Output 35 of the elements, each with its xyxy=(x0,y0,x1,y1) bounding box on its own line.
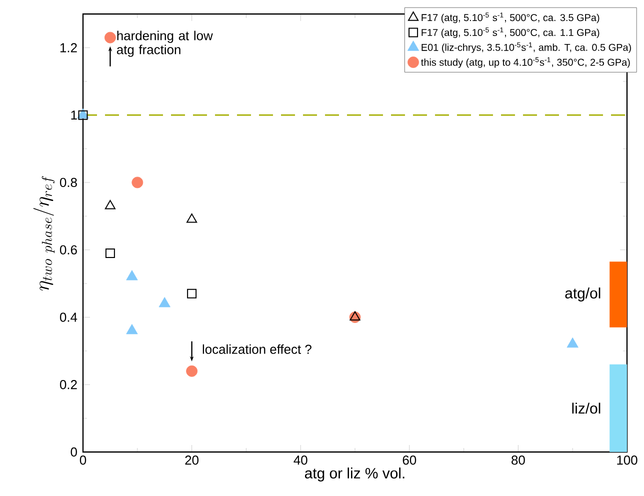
x-tick-label: 20 xyxy=(185,456,198,465)
x-axis-title: atg or liz % vol. xyxy=(304,468,404,482)
x-tick-label: 40 xyxy=(294,456,308,465)
legend-label: this study (atg, up to 4.10$^{-5}$s$^{-1}$, 350°C, 2-5 GPa) xyxy=(421,57,630,68)
y-axis-title: $\eta_{two\ phase}/\eta_{ref}$ xyxy=(33,176,55,290)
x-tick-label: 100 xyxy=(617,456,638,465)
point xyxy=(105,248,115,258)
legend-label: E01 (liz-chrys, 3.5.10$^{-5}$s$^{-1}$, amb. T, ca. 0.5 GPa) xyxy=(422,42,631,53)
series-label: atg/ol xyxy=(565,288,600,302)
annotation: hardening at low atg fraction xyxy=(116,30,213,57)
point xyxy=(132,176,144,188)
x-tick-label: 60 xyxy=(402,456,416,465)
legend-label: F17 (atg, 5.10$^{-5}$ s$^{-1}$, 500°C, ca. 1.1 GPa) xyxy=(422,28,600,38)
x-tick-label: 80 xyxy=(512,456,525,465)
point xyxy=(126,324,138,334)
point xyxy=(350,311,360,320)
y-tick-label: 0 xyxy=(70,447,77,457)
y-tick-label: 0.2 xyxy=(60,380,77,390)
point xyxy=(104,32,116,44)
point xyxy=(186,365,198,377)
y-tick-label: 1 xyxy=(71,110,77,120)
point xyxy=(104,200,116,210)
legend-label: F17 (atg, 5.10$^{-5}$ s$^{-1}$, 500°C, ca. 3.5 GPa) xyxy=(422,12,600,24)
y-tick-label: 0.6 xyxy=(60,245,77,254)
point xyxy=(187,288,197,298)
point xyxy=(566,337,578,348)
y-tick-label: 1.2 xyxy=(60,43,77,52)
x-tick-label: 0 xyxy=(80,456,86,465)
y-tick-label: 0.8 xyxy=(60,178,77,188)
annotation: localization effect ? xyxy=(202,344,312,354)
y-tick-label: 0.4 xyxy=(60,312,78,322)
point xyxy=(126,270,138,280)
point xyxy=(158,297,170,308)
point xyxy=(186,213,198,223)
series-label: liz/ol xyxy=(572,402,600,414)
